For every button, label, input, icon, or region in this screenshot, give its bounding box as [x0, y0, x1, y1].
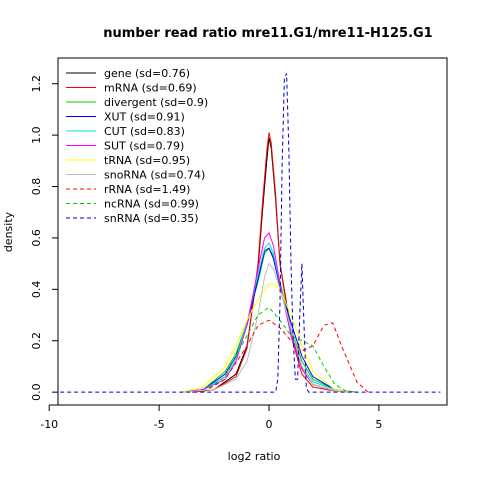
y-tick-label: 1.2	[30, 75, 43, 93]
chart-title: number read ratio mre11.G1/mre11-H125.G1	[103, 26, 432, 41]
x-axis-label: log2 ratio	[228, 450, 281, 463]
x-tick-label: -5	[154, 418, 165, 431]
x-tick-label: 5	[375, 418, 382, 431]
legend-label: tRNA (sd=0.95)	[104, 154, 190, 167]
x-tick-label: 0	[265, 418, 272, 431]
x-axis: -10 -5 0 5	[40, 404, 382, 431]
legend-label: rRNA (sd=1.49)	[104, 183, 190, 196]
y-tick-label: 0.8	[30, 178, 43, 196]
series-line	[60, 73, 441, 393]
series-line	[202, 319, 369, 393]
series-line	[181, 231, 357, 393]
y-tick-label: 0.2	[30, 332, 43, 350]
y-tick-label: 1.0	[30, 126, 43, 144]
legend-label: snoRNA (sd=0.74)	[104, 169, 205, 182]
series-line	[180, 283, 357, 393]
legend-label: CUT (sd=0.83)	[104, 125, 185, 138]
y-axis-label: density	[2, 211, 15, 252]
series-line	[181, 242, 357, 393]
legend: gene (sd=0.76) mRNA (sd=0.69)divergent (s…	[66, 67, 208, 225]
series-lines	[60, 73, 441, 393]
series-line	[181, 247, 357, 393]
legend-label: SUT (sd=0.79)	[104, 140, 184, 153]
y-axis: 0.0 0.2 0.4 0.6 0.8 1.0 1.2	[30, 75, 59, 401]
series-line	[181, 262, 357, 393]
legend-label: XUT (sd=0.91)	[104, 111, 185, 124]
legend-label: divergent (sd=0.9)	[104, 96, 208, 109]
legend-label: mRNA (sd=0.69)	[104, 82, 197, 95]
legend-label: gene (sd=0.76)	[104, 67, 190, 80]
x-tick-label: -10	[40, 418, 58, 431]
series-line	[192, 132, 357, 393]
series-line	[202, 306, 357, 393]
y-tick-label: 0.4	[30, 281, 43, 299]
y-tick-label: 0.0	[30, 383, 43, 401]
y-tick-label: 0.6	[30, 229, 43, 247]
legend-label: ncRNA (sd=0.99)	[104, 198, 199, 211]
legend-label: snRNA (sd=0.35)	[104, 212, 199, 225]
